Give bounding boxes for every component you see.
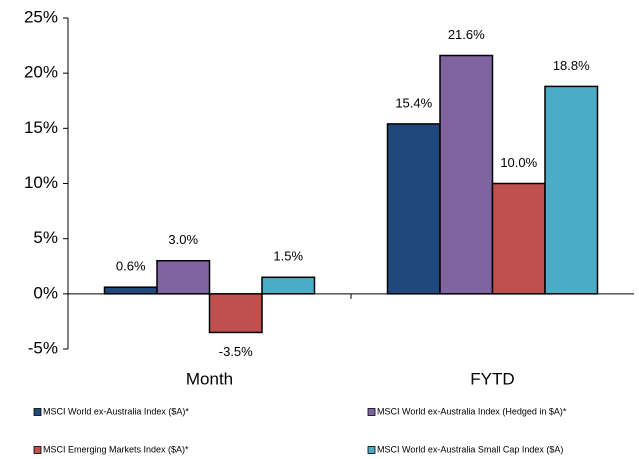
bar bbox=[439, 54, 494, 295]
legend-swatch bbox=[33, 408, 42, 416]
legend-swatch bbox=[33, 446, 42, 454]
y-tick-label: 15% bbox=[24, 118, 58, 137]
legend-swatch bbox=[367, 446, 376, 454]
value-label: 18.8% bbox=[553, 58, 590, 73]
bar bbox=[491, 182, 546, 295]
bar bbox=[156, 259, 211, 295]
y-tick-label: 5% bbox=[33, 228, 58, 247]
value-label: 3.0% bbox=[168, 232, 198, 247]
legend-label: MSCI World ex-Australia Index ($A)* bbox=[43, 406, 189, 416]
value-label: 21.6% bbox=[448, 27, 485, 42]
value-label: 15.4% bbox=[395, 95, 432, 110]
legend-label: MSCI World ex-Australia Index (Hedged in… bbox=[377, 406, 567, 416]
y-tick-label: 25% bbox=[24, 7, 58, 26]
y-tick-label: 20% bbox=[24, 63, 58, 82]
bar bbox=[544, 85, 599, 295]
legend-label: MSCI Emerging Markets Index ($A)* bbox=[43, 444, 189, 454]
y-tick-label: 10% bbox=[24, 173, 58, 192]
value-label: 1.5% bbox=[273, 249, 303, 264]
bar bbox=[208, 293, 263, 334]
x-tick-label: Month bbox=[186, 369, 233, 388]
y-tick-label: -5% bbox=[28, 338, 58, 357]
bar bbox=[386, 123, 441, 295]
bar bbox=[103, 286, 158, 295]
bar bbox=[261, 276, 316, 295]
x-tick-label: FYTD bbox=[470, 369, 514, 388]
value-label: -3.5% bbox=[219, 344, 253, 359]
value-label: 0.6% bbox=[116, 259, 146, 274]
value-label: 10.0% bbox=[500, 155, 537, 170]
legend-label: MSCI World ex-Australia Small Cap Index … bbox=[377, 444, 563, 454]
legend-swatch bbox=[367, 408, 376, 416]
y-tick-label: 0% bbox=[33, 283, 58, 302]
